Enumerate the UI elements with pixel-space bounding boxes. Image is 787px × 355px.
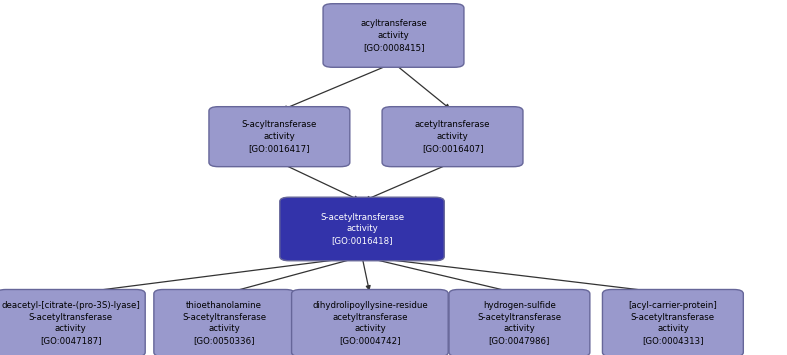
- Text: acetyltransferase
activity
[GO:0016407]: acetyltransferase activity [GO:0016407]: [415, 120, 490, 153]
- Text: deacetyl-[citrate-(pro-3S)-lyase]
S-acetyltransferase
activity
[GO:0047187]: deacetyl-[citrate-(pro-3S)-lyase] S-acet…: [2, 301, 140, 345]
- FancyBboxPatch shape: [449, 290, 590, 355]
- FancyBboxPatch shape: [153, 290, 294, 355]
- Text: hydrogen-sulfide
S-acetyltransferase
activity
[GO:0047986]: hydrogen-sulfide S-acetyltransferase act…: [478, 301, 561, 345]
- FancyBboxPatch shape: [323, 4, 464, 67]
- Text: acyltransferase
activity
[GO:0008415]: acyltransferase activity [GO:0008415]: [360, 19, 427, 52]
- Text: thioethanolamine
S-acetyltransferase
activity
[GO:0050336]: thioethanolamine S-acetyltransferase act…: [183, 301, 266, 345]
- FancyBboxPatch shape: [291, 290, 448, 355]
- Text: [acyl-carrier-protein]
S-acetyltransferase
activity
[GO:0004313]: [acyl-carrier-protein] S-acetyltransfera…: [629, 301, 717, 345]
- FancyBboxPatch shape: [280, 197, 444, 261]
- Text: dihydrolipoyllysine-residue
acetyltransferase
activity
[GO:0004742]: dihydrolipoyllysine-residue acetyltransf…: [312, 301, 428, 345]
- FancyBboxPatch shape: [0, 290, 146, 355]
- Text: S-acetyltransferase
activity
[GO:0016418]: S-acetyltransferase activity [GO:0016418…: [320, 213, 404, 245]
- FancyBboxPatch shape: [209, 106, 349, 167]
- FancyBboxPatch shape: [603, 290, 743, 355]
- FancyBboxPatch shape: [382, 106, 523, 167]
- Text: S-acyltransferase
activity
[GO:0016417]: S-acyltransferase activity [GO:0016417]: [242, 120, 317, 153]
